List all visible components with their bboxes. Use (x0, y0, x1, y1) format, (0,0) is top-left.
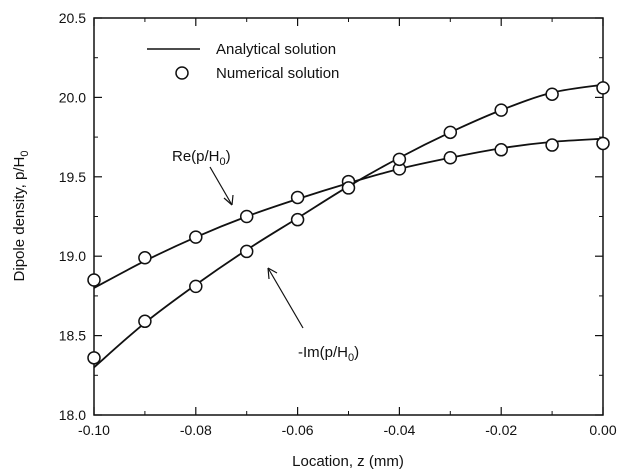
y-tick-label: 18.0 (59, 407, 86, 423)
series-re-numerical-point (290, 190, 305, 205)
x-axis-title: Location, z (mm) (292, 453, 404, 470)
x-tick-label: -0.06 (282, 422, 314, 438)
annotation-im-subscript: 0 (348, 352, 354, 364)
series-re-numerical-point (545, 138, 559, 152)
legend: Analytical solution Numerical solution (147, 41, 339, 82)
y-tick-label: 18.5 (59, 328, 86, 344)
annotation-re-close: ) (226, 148, 231, 165)
legend-label-analytical: Analytical solution (216, 41, 336, 58)
annotation-im-arrow-line (267, 267, 304, 329)
series-im-numerical-point (392, 152, 407, 167)
series-re-numerical-point (443, 150, 458, 165)
series-re-numerical-point (87, 273, 101, 287)
annotation-im-text: -Im(p/H (298, 344, 348, 361)
series-im-numerical-point (341, 181, 356, 195)
series-im-numerical-point (189, 279, 203, 294)
y-tick-label: 20.0 (59, 89, 86, 105)
x-tick-label: 0.00 (589, 422, 616, 438)
series-re-numerical-point (138, 251, 152, 265)
annotation-im: -Im(p/H0) (267, 267, 359, 364)
series-im-analytical-line (93, 83, 604, 369)
series-re-numerical-point (189, 230, 203, 244)
legend-label-numerical: Numerical solution (216, 65, 339, 82)
series-im-numerical-point (239, 244, 254, 259)
series-im-numerical-point (87, 351, 101, 365)
series-im-numerical-point (443, 125, 458, 140)
series-layer (87, 81, 610, 369)
annotation-re-text: Re(p/H (172, 148, 220, 165)
x-tick-label: -0.08 (180, 422, 212, 438)
x-tick-label: -0.10 (78, 422, 110, 438)
x-tick-label: -0.04 (383, 422, 415, 438)
legend-circle-sample (175, 66, 189, 80)
series-im-numerical-point (596, 81, 610, 95)
tick-labels: -0.10 -0.08 -0.06 -0.04 -0.02 0.00 18.0 18.5 19.… (59, 10, 617, 438)
y-tick-label: 20.5 (59, 10, 86, 26)
annotation-re-arrow-line (209, 166, 233, 206)
x-tick-label: -0.02 (485, 422, 517, 438)
y-axis-title-subscript: 0 (19, 151, 31, 157)
annotation-re: Re(p/H0) (172, 148, 234, 206)
y-axis-title-main: Dipole density, p/H (11, 157, 28, 282)
y-tick-label: 19.0 (59, 248, 86, 264)
annotation-re-label: Re(p/H0) (172, 148, 231, 168)
annotation-im-arrow-head (267, 267, 278, 280)
series-im-numerical-point (494, 103, 508, 117)
y-tick-label: 19.5 (59, 169, 86, 185)
series-re-numerical-point (494, 143, 508, 157)
annotation-re-arrow-head (223, 194, 234, 206)
series-im-numerical-point (290, 212, 305, 227)
series-re-analytical-line (93, 137, 604, 289)
series-im-numerical-point (138, 314, 152, 329)
series-re-numerical-point (596, 136, 610, 151)
annotation-im-label: -Im(p/H0) (298, 344, 359, 364)
series-im-numerical-point (545, 87, 559, 101)
y-axis-title: Dipole density, p/H0 (11, 151, 31, 282)
annotation-re-subscript: 0 (220, 156, 226, 168)
series-re-numerical-point (239, 209, 254, 224)
annotation-im-close: ) (354, 344, 359, 361)
